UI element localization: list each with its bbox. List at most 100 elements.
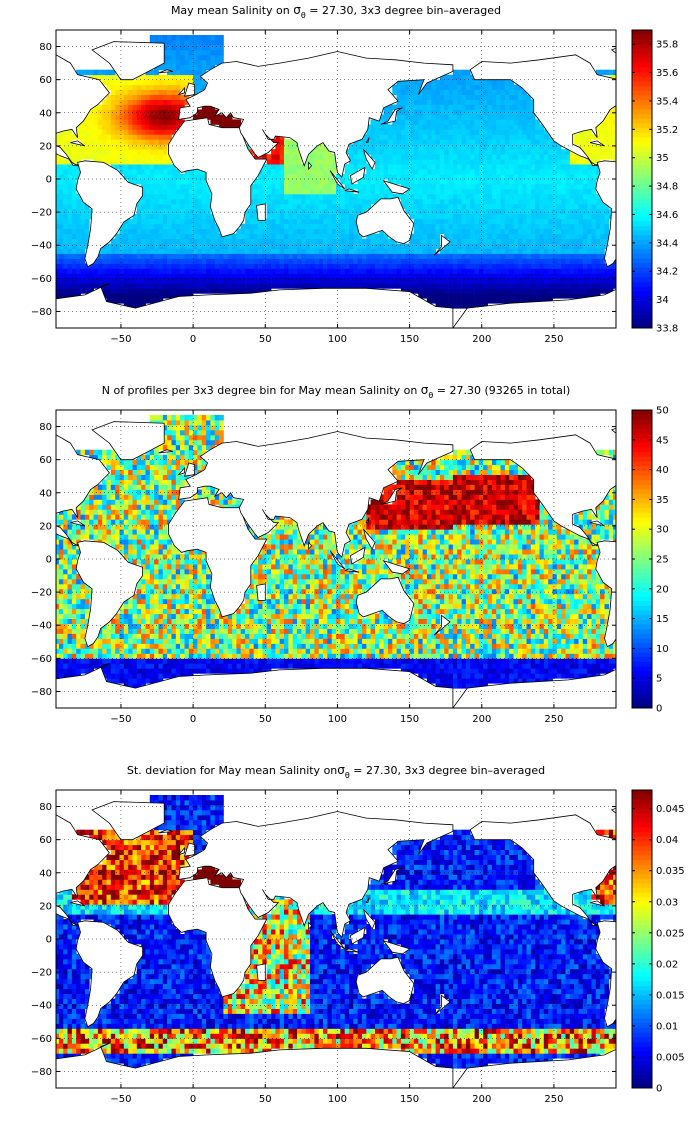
heatmap-cell <box>465 164 471 170</box>
heatmap-cell <box>123 159 129 165</box>
heatmap-cell <box>491 124 497 130</box>
heatmap-cell <box>504 129 510 135</box>
heatmap-cell <box>470 298 475 304</box>
heatmap-cell <box>375 248 380 254</box>
heatmap-cell <box>591 193 597 200</box>
heatmap-cell <box>119 253 125 259</box>
heatmap-cell <box>392 129 397 135</box>
heatmap-cell <box>175 124 181 130</box>
heatmap-cell <box>587 238 592 244</box>
heatmap-cell <box>266 663 272 669</box>
heatmap-cell <box>552 169 558 175</box>
heatmap-cell <box>201 243 207 249</box>
heatmap-cell <box>405 79 410 86</box>
heatmap-cell <box>214 44 220 51</box>
heatmap-cell <box>565 218 571 225</box>
heatmap-cell <box>418 164 423 170</box>
heatmap-cell <box>409 149 415 155</box>
heatmap-cell <box>344 253 350 259</box>
heatmap-cell <box>56 248 60 254</box>
heatmap-cell <box>452 673 458 679</box>
heatmap-cell <box>128 238 133 244</box>
heatmap-cell <box>154 99 159 105</box>
heatmap-cell <box>344 658 350 664</box>
heatmap-cell <box>245 208 250 215</box>
heatmap-cell <box>465 114 471 120</box>
heatmap-cell <box>123 278 129 284</box>
heatmap-cell <box>201 44 207 51</box>
heatmap-cell <box>591 198 597 205</box>
heatmap-cell <box>119 678 125 684</box>
heatmap-cell <box>470 673 475 679</box>
heatmap-cell <box>266 203 272 210</box>
heatmap-cell <box>474 228 480 235</box>
heatmap-cell <box>162 144 168 150</box>
heatmap-cell <box>548 268 553 274</box>
heatmap-cell <box>556 169 562 175</box>
heatmap-cell <box>93 109 99 115</box>
heatmap-cell <box>249 263 255 269</box>
heatmap-cell <box>102 273 107 279</box>
heatmap-cell <box>478 154 484 160</box>
heatmap-cell <box>141 258 146 264</box>
heatmap-cell <box>530 233 536 239</box>
heatmap-cell <box>396 79 402 86</box>
heatmap-cell <box>297 193 302 200</box>
heatmap-cell <box>474 248 480 254</box>
heatmap-cell <box>431 114 436 120</box>
heatmap-cell <box>344 218 350 225</box>
heatmap-cell <box>400 94 406 100</box>
heatmap-cell <box>543 144 549 150</box>
heatmap-cell <box>171 293 177 299</box>
heatmap-cell <box>496 124 501 130</box>
heatmap-cell <box>258 179 263 185</box>
heatmap-cell <box>600 139 605 145</box>
heatmap-cell <box>522 149 527 155</box>
heatmap-cell <box>97 139 103 145</box>
heatmap-cell <box>89 119 94 125</box>
heatmap-cell <box>522 288 527 294</box>
heatmap-cell <box>375 263 380 269</box>
heatmap-cell <box>565 258 571 264</box>
heatmap-cell <box>201 174 207 180</box>
heatmap-cell <box>357 154 363 160</box>
heatmap-cell <box>89 288 94 294</box>
heatmap-cell <box>409 89 415 95</box>
heatmap-cell <box>158 268 164 274</box>
heatmap-cell <box>349 218 354 225</box>
heatmap-cell <box>366 263 371 269</box>
heatmap-cell <box>431 273 436 279</box>
heatmap-cell <box>392 139 397 145</box>
heatmap-cell <box>513 233 519 239</box>
heatmap-cell <box>539 139 545 145</box>
heatmap-cell <box>396 273 402 279</box>
heatmap-cell <box>487 109 493 115</box>
heatmap-cell <box>539 169 545 175</box>
heatmap-cell <box>526 94 532 100</box>
heatmap-cell <box>608 109 614 115</box>
heatmap-cell <box>89 149 94 155</box>
heatmap-cell <box>214 49 220 56</box>
heatmap-cell <box>470 188 475 195</box>
heatmap-cell <box>509 114 514 120</box>
heatmap-cell <box>162 154 168 160</box>
heatmap-cell <box>413 174 419 180</box>
heatmap-cell <box>396 154 402 160</box>
colorbar-tick-label: 34.4 <box>656 238 678 249</box>
heatmap-cell <box>97 253 103 259</box>
heatmap-cell <box>392 174 397 180</box>
heatmap-cell <box>154 293 159 299</box>
heatmap-cell <box>188 79 194 86</box>
heatmap-cell <box>123 89 129 95</box>
x-tick-label: 50 <box>259 334 272 345</box>
heatmap-cell <box>318 154 324 160</box>
heatmap-cell <box>184 663 190 669</box>
heatmap-cell <box>357 198 363 205</box>
heatmap-cell <box>149 678 155 684</box>
heatmap-cell <box>258 174 263 180</box>
heatmap-cell <box>366 139 371 145</box>
heatmap-cell <box>197 238 203 244</box>
heatmap-cell <box>145 288 151 294</box>
heatmap-cell <box>80 278 86 284</box>
heatmap-cell <box>344 273 350 279</box>
